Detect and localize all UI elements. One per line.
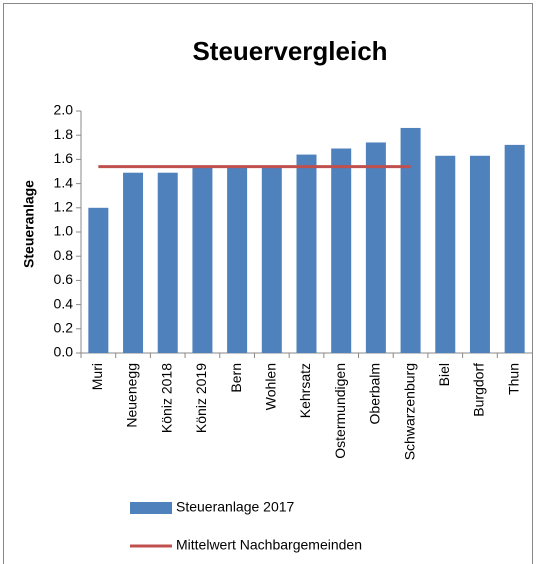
y-tick-label: 0.4 xyxy=(54,295,74,311)
x-tick-label: Köniz 2019 xyxy=(193,363,209,433)
bar xyxy=(157,172,178,353)
bar xyxy=(192,166,213,353)
y-tick-label: 0.2 xyxy=(54,320,74,336)
bar xyxy=(435,155,456,353)
x-tick-label: Wohlen xyxy=(263,363,279,410)
x-tick-label: Burgdorf xyxy=(471,363,487,417)
x-tick-label: Neuenegg xyxy=(124,363,140,428)
x-tick-label: Kehrsatz xyxy=(297,363,313,418)
bar xyxy=(261,166,282,353)
y-axis-label: Steueranlage xyxy=(21,180,37,268)
x-tick-label: Biel xyxy=(436,363,452,386)
bar xyxy=(123,172,144,353)
legend-label: Mittelwert Nachbargemeinden xyxy=(176,537,362,553)
x-tick-label: Oberbalm xyxy=(367,363,383,424)
bar xyxy=(227,166,248,353)
bar xyxy=(504,144,525,353)
x-tick-label: Bern xyxy=(228,363,244,393)
chart-title: Steuervergleich xyxy=(192,36,387,66)
bar xyxy=(469,155,490,353)
legend-swatch xyxy=(130,502,172,514)
x-tick-label: Thun xyxy=(505,363,521,395)
x-tick-label: Muri xyxy=(89,363,105,390)
x-tick-label: Ostermundigen xyxy=(332,363,348,459)
y-tick-label: 0.6 xyxy=(54,271,74,287)
bar xyxy=(296,154,317,353)
y-tick-label: 0.0 xyxy=(54,344,74,360)
x-tick-label: Schwarzenburg xyxy=(401,363,417,460)
bar xyxy=(365,142,386,353)
y-tick-label: 1.6 xyxy=(54,150,74,166)
legend-label: Steueranlage 2017 xyxy=(176,499,295,515)
y-tick-label: 2.0 xyxy=(54,102,74,118)
y-tick-label: 1.2 xyxy=(54,199,74,215)
x-tick-label: Köniz 2018 xyxy=(158,363,174,433)
bar xyxy=(88,207,109,353)
bar xyxy=(331,148,352,353)
y-tick-label: 1.8 xyxy=(54,126,74,142)
y-tick-label: 1.4 xyxy=(54,174,74,190)
chart-border xyxy=(3,3,533,564)
bar xyxy=(400,127,421,353)
y-tick-label: 0.8 xyxy=(54,247,74,263)
y-tick-label: 1.0 xyxy=(54,223,74,239)
